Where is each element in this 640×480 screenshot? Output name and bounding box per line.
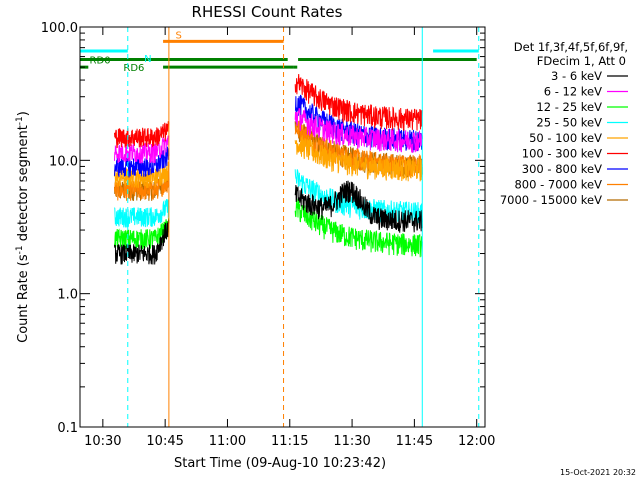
legend-entry-label: 6 - 12 keV [544,85,602,99]
y-tick-label: 0.1 [57,421,78,436]
y-tick-label: 1.0 [57,288,78,303]
flags-layer: N S RD0 RD6 [80,30,479,74]
legend-entry-label: 12 - 25 keV [536,100,602,114]
y-tick-label: 10.0 [49,154,78,169]
series-line-segment-1 [114,161,170,189]
series-line-segment-1 [114,121,170,149]
footer-timestamp: 15-Oct-2021 20:32 [560,468,636,477]
flag-label-s: S [176,30,182,41]
series-line-segment-2 [294,108,423,153]
series-line-segment-1 [114,146,170,178]
series-line-segment-2 [294,73,423,131]
data-layer [114,73,423,265]
series-line-segment-2 [294,198,423,258]
x-axis-ticks: 10:30 10:45 11:00 11:15 11:30 11:45 12:00 [84,27,495,449]
y-axis-label-sup2: -1 [15,116,25,125]
flag-label-rd0: RD0 [90,56,111,67]
flag-label-rd6: RD6 [123,63,144,74]
plot-frame [79,26,486,428]
legend-entry-label: 50 - 100 keV [529,131,602,145]
x-tick-label: 10:45 [146,434,183,449]
legend: Det 1f,3f,4f,5f,6f,9f, FDecim 1, Att 0 3… [500,40,628,207]
y-tick-label: 100.0 [41,21,78,36]
series-line-segment-1 [114,135,170,164]
series-line-segment-1 [114,219,170,265]
y-axis-label: Count Rate (s-1 detector segment-1) [15,111,31,343]
flag-label-n: N [144,54,151,65]
legend-entry-label: 7000 - 15000 keV [500,193,602,207]
y-axis-label-sup1: -1 [15,245,25,254]
x-tick-label: 11:15 [271,434,308,449]
series-line-segment-2 [294,180,423,233]
x-tick-label: 11:45 [396,434,433,449]
chart-title: RHESSI Count Rates [192,3,343,21]
legend-entry-label: 3 - 6 keV [551,69,602,83]
legend-header-line-1: Det 1f,3f,4f,5f,6f,9f, [514,40,628,54]
y-axis-label-main: Count Rate (s [16,254,31,343]
x-axis-label: Start Time (09-Aug-10 10:23:42) [174,456,386,471]
legend-entry-label: 100 - 300 keV [522,147,602,161]
x-tick-label: 12:00 [458,434,495,449]
x-tick-label: 10:30 [84,434,121,449]
legend-entry-label: 300 - 800 keV [522,162,602,176]
series-line-segment-1 [114,199,170,228]
series-line-segment-2 [294,135,423,182]
vertical-markers [127,27,480,427]
legend-entry-label: 800 - 7000 keV [514,178,602,192]
y-axis-label-mid: detector segment [16,125,31,245]
x-tick-label: 11:30 [333,434,370,449]
legend-header-line-2: FDecim 1, Att 0 [537,54,626,68]
y-axis-ticks: 0.1 1.0 10.0 100.0 [41,21,485,436]
legend-entry-label: 25 - 50 keV [536,116,602,130]
x-tick-label: 11:00 [209,434,246,449]
y-axis-label-end: ) [16,111,31,116]
